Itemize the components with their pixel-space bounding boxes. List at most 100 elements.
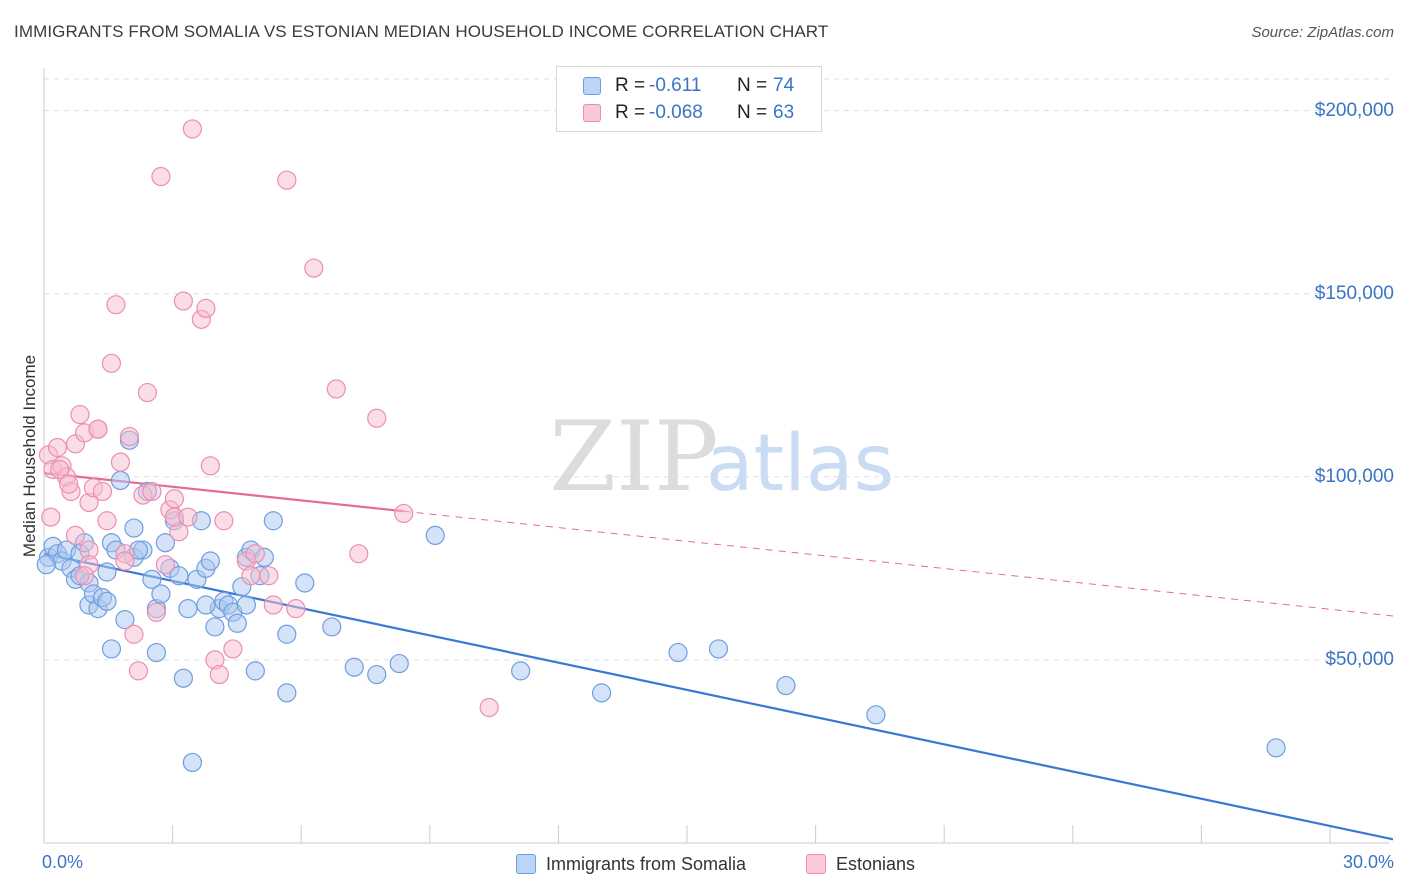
point-estonians-53 [50, 459, 70, 480]
point-somalia-64 [708, 639, 729, 659]
point-somalia-53 [277, 683, 297, 703]
point-somalia-26 [146, 642, 167, 663]
point-somalia-58 [367, 664, 387, 685]
bottom-legend-swatch-somalia [516, 854, 536, 874]
correlation-legend: R = -0.611 N = 74 R = -0.068 N = 63 [556, 66, 822, 132]
point-estonians-31 [173, 291, 193, 311]
point-estonians-16 [101, 353, 122, 373]
y-tick-label-0: $50,000 [1325, 648, 1394, 670]
point-estonians-60 [241, 566, 261, 586]
point-estonians-20 [119, 426, 140, 447]
point-somalia-65 [776, 675, 796, 696]
data-points [36, 119, 1286, 773]
point-estonians-34 [196, 298, 216, 318]
y-tick-label-2: $150,000 [1314, 282, 1394, 304]
point-estonians-24 [137, 382, 158, 403]
point-somalia-56 [322, 617, 342, 637]
point-estonians-37 [209, 664, 229, 685]
point-estonians-26 [151, 166, 171, 187]
point-somalia-66 [866, 705, 886, 725]
point-estonians-2 [47, 437, 68, 458]
point-somalia-68 [36, 555, 56, 575]
point-somalia-61 [511, 661, 531, 681]
watermark-zip: ZIP [549, 401, 718, 513]
point-estonians-38 [214, 511, 234, 531]
point-estonians-14 [92, 481, 113, 502]
point-estonians-48 [349, 544, 369, 564]
point-somalia-14 [97, 562, 117, 582]
point-estonians-52 [41, 507, 61, 527]
x-tick-min: 0.0% [42, 852, 84, 872]
point-estonians-29 [164, 489, 185, 509]
point-estonians-15 [97, 511, 117, 531]
point-estonians-54 [59, 474, 79, 494]
legend-r-label: R = [615, 75, 646, 96]
chart-title: IMMIGRANTS FROM SOMALIA VS ESTONIAN MEDI… [14, 22, 829, 41]
point-somalia-67 [1266, 738, 1286, 758]
point-estonians-27 [155, 555, 176, 575]
watermark: ZIP atlas [549, 401, 894, 513]
point-estonians-44 [277, 170, 297, 190]
point-estonians-18 [110, 452, 131, 472]
point-somalia-25 [142, 569, 162, 589]
point-estonians-47 [326, 379, 346, 399]
chart-source: Source: ZipAtlas.com [1251, 24, 1394, 41]
point-somalia-69 [101, 639, 122, 659]
point-estonians-50 [394, 503, 414, 524]
point-somalia-55 [295, 573, 315, 593]
point-estonians-46 [304, 258, 324, 278]
legend-swatch-somalia [583, 77, 601, 95]
legend-swatch-estonians [583, 104, 601, 122]
point-somalia-57 [344, 657, 364, 677]
point-estonians-43 [263, 595, 283, 615]
point-estonians-55 [88, 419, 108, 439]
bottom-legend-somalia: Immigrants from Somalia [516, 852, 746, 876]
trend-line-estonians-dashed [403, 510, 1394, 617]
point-estonians-49 [367, 408, 387, 428]
point-somalia-52 [263, 511, 283, 531]
point-somalia-54 [277, 624, 297, 644]
point-estonians-41 [245, 544, 265, 564]
point-somalia-63 [668, 642, 688, 663]
point-estonians-32 [182, 119, 202, 139]
point-somalia-34 [178, 599, 198, 619]
legend-n-value: 63 [773, 102, 795, 123]
point-somalia-62 [591, 683, 612, 703]
point-estonians-59 [178, 507, 198, 527]
y-axis-label: Median Household Income [20, 354, 39, 558]
bottom-legend-label-estonians: Estonians [836, 853, 916, 874]
bottom-legend-estonians: Estonians [806, 852, 915, 876]
point-estonians-7 [65, 525, 86, 546]
point-estonians-45 [286, 599, 306, 619]
bottom-legend-label-somalia: Immigrants from Somalia [546, 853, 747, 874]
point-somalia-32 [169, 566, 189, 586]
point-somalia-40 [205, 617, 225, 637]
point-somalia-45 [227, 613, 247, 633]
point-somalia-28 [151, 584, 171, 604]
y-tick-label-3: $200,000 [1314, 99, 1394, 121]
point-estonians-35 [200, 456, 220, 476]
point-estonians-21 [124, 624, 144, 644]
legend-row-estonians: R = -0.068 N = 63 [583, 100, 794, 126]
legend-n-value: 74 [773, 75, 795, 96]
point-somalia-35 [182, 752, 202, 773]
point-somalia-29 [155, 533, 176, 553]
legend-n-label: N = [737, 102, 768, 123]
point-estonians-8 [70, 404, 90, 425]
point-estonians-57 [142, 481, 162, 502]
point-somalia-33 [173, 668, 193, 688]
point-somalia-49 [245, 661, 265, 681]
point-somalia-70 [196, 595, 216, 615]
point-somalia-22 [124, 518, 144, 538]
trend-line-estonians-solid [43, 472, 404, 513]
bottom-legend-swatch-estonians [806, 854, 826, 874]
point-estonians-17 [106, 295, 126, 315]
point-somalia-18 [110, 470, 131, 491]
x-tick-max: 30.0% [1342, 852, 1394, 872]
point-estonians-62 [74, 566, 95, 586]
point-somalia-73 [236, 595, 256, 615]
point-estonians-25 [146, 602, 167, 622]
point-somalia-15 [97, 591, 117, 611]
